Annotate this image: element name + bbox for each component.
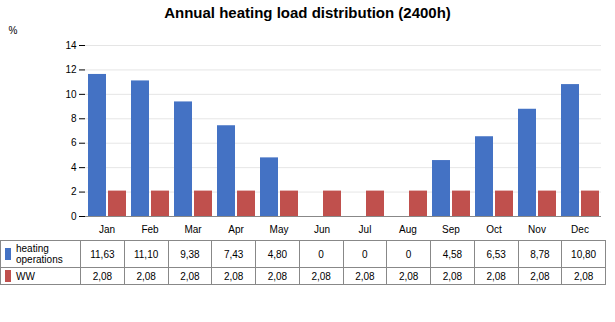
svg-text:Jun: Jun <box>314 224 330 235</box>
html-text:11,10: 11,10 <box>134 248 159 260</box>
html-text:2,08: 2,08 <box>136 270 156 282</box>
svg-text:2: 2 <box>71 186 77 197</box>
svg-text:Apr: Apr <box>228 224 244 235</box>
svg-text:May: May <box>270 224 289 235</box>
svg-text:12: 12 <box>65 64 77 75</box>
html-text:4,80: 4,80 <box>267 248 288 260</box>
svg-text:Aug: Aug <box>399 224 417 235</box>
html-text:2,08: 2,08 <box>267 270 288 282</box>
html-text:2,08: 2,08 <box>223 270 244 282</box>
html-text:heating operations: heating operations <box>16 243 63 265</box>
html-text:2,08: 2,08 <box>355 270 375 282</box>
svg-text:Jul: Jul <box>359 224 372 235</box>
svg-text:Nov: Nov <box>528 224 546 235</box>
html-text:2,08: 2,08 <box>573 270 594 282</box>
html-text:9,38: 9,38 <box>180 248 200 260</box>
svg-text:0: 0 <box>71 211 77 222</box>
svg-text:4: 4 <box>71 162 77 173</box>
html-text:2,08: 2,08 <box>442 270 463 282</box>
html-text:2,08: 2,08 <box>530 270 550 282</box>
svg-text:Jan: Jan <box>99 224 115 235</box>
html-text:8,78: 8,78 <box>530 248 550 260</box>
html-text:10,80: 10,80 <box>571 248 597 260</box>
svg-text:Oct: Oct <box>486 224 502 235</box>
svg-text:Feb: Feb <box>141 224 159 235</box>
html-text:11,63: 11,63 <box>90 248 115 260</box>
html-text:2,08: 2,08 <box>180 270 200 282</box>
html-text:Annual heating load distributi: Annual heating load distribution (2400h) <box>164 4 451 21</box>
html-text:0: 0 <box>318 248 324 260</box>
svg-text:%: % <box>9 25 18 36</box>
svg-text:10: 10 <box>65 89 77 100</box>
html-text:0: 0 <box>362 248 368 260</box>
html-text:2,08: 2,08 <box>486 270 506 282</box>
html-text:2,08: 2,08 <box>92 270 113 282</box>
svg-text:14: 14 <box>65 40 77 51</box>
html-text:2,08: 2,08 <box>311 270 331 282</box>
html-text:6,53: 6,53 <box>486 248 506 260</box>
svg-text:Sep: Sep <box>442 224 460 235</box>
svg-text:Mar: Mar <box>184 224 202 235</box>
html-text:7,43: 7,43 <box>223 248 244 260</box>
svg-text:Dec: Dec <box>571 224 589 235</box>
svg-text:8: 8 <box>71 113 77 124</box>
svg-text:6: 6 <box>71 137 77 148</box>
html-text:WW: WW <box>16 270 35 282</box>
html-text:0: 0 <box>405 248 412 260</box>
html-text:2,08: 2,08 <box>398 270 419 282</box>
html-text:4,58: 4,58 <box>442 248 463 260</box>
